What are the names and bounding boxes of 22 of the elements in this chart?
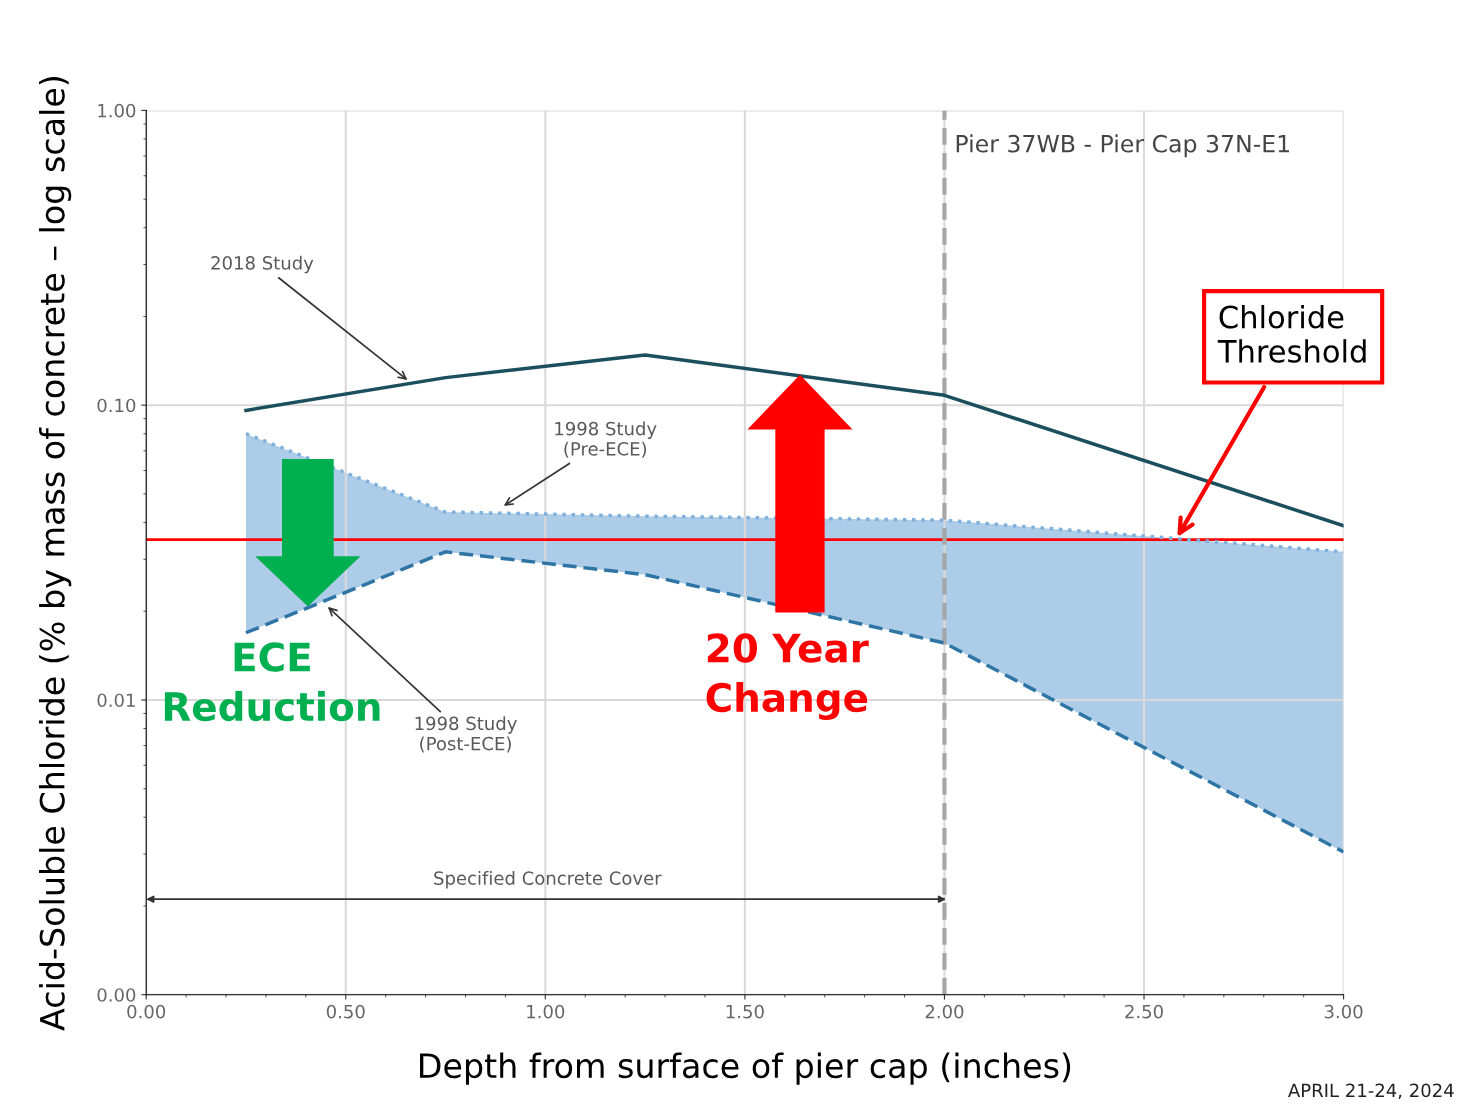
annotation: 2018 Study [211,255,314,274]
x-axis-title: Depth from surface of pier cap (inches) [420,1052,1071,1085]
y-tick-label: 1.00 [98,103,136,118]
y-tick-label: 0.01 [97,693,135,708]
x-tick-label: 2.00 [925,1004,964,1019]
y-tick-label: 0.00 [97,988,136,1002]
x-tick-label: 0.00 [127,1004,166,1019]
y-tick-label: 0.10 [97,398,136,413]
x-tick-label: 1.50 [726,1004,764,1019]
annotation: Specified Concrete Cover [434,871,662,889]
annotation: Pier 37WB - Pier Cap 37N-E1 [956,134,1289,158]
annotation: 1998 Study (Post-ECE) [415,716,517,753]
x-tick-label: 1.00 [527,1004,565,1019]
ref-line-label: Chloride Threshold [1217,304,1366,363]
x-tick-label: 2.50 [1125,1004,1163,1019]
y-axis-title: Acid-Soluble Chloride (% by mass of concrete – log scale) [39,77,72,1031]
x-tick-label: 3.00 [1324,1004,1363,1019]
text: APRIL 21-24, 2024 [1288,1083,1454,1100]
annotation: ECE Reduction [164,642,380,722]
annotation: 20 Year Change [706,633,869,721]
x-tick-label: 0.50 [326,1004,365,1019]
annotation: 1998 Study (Pre-ECE) [555,421,657,458]
